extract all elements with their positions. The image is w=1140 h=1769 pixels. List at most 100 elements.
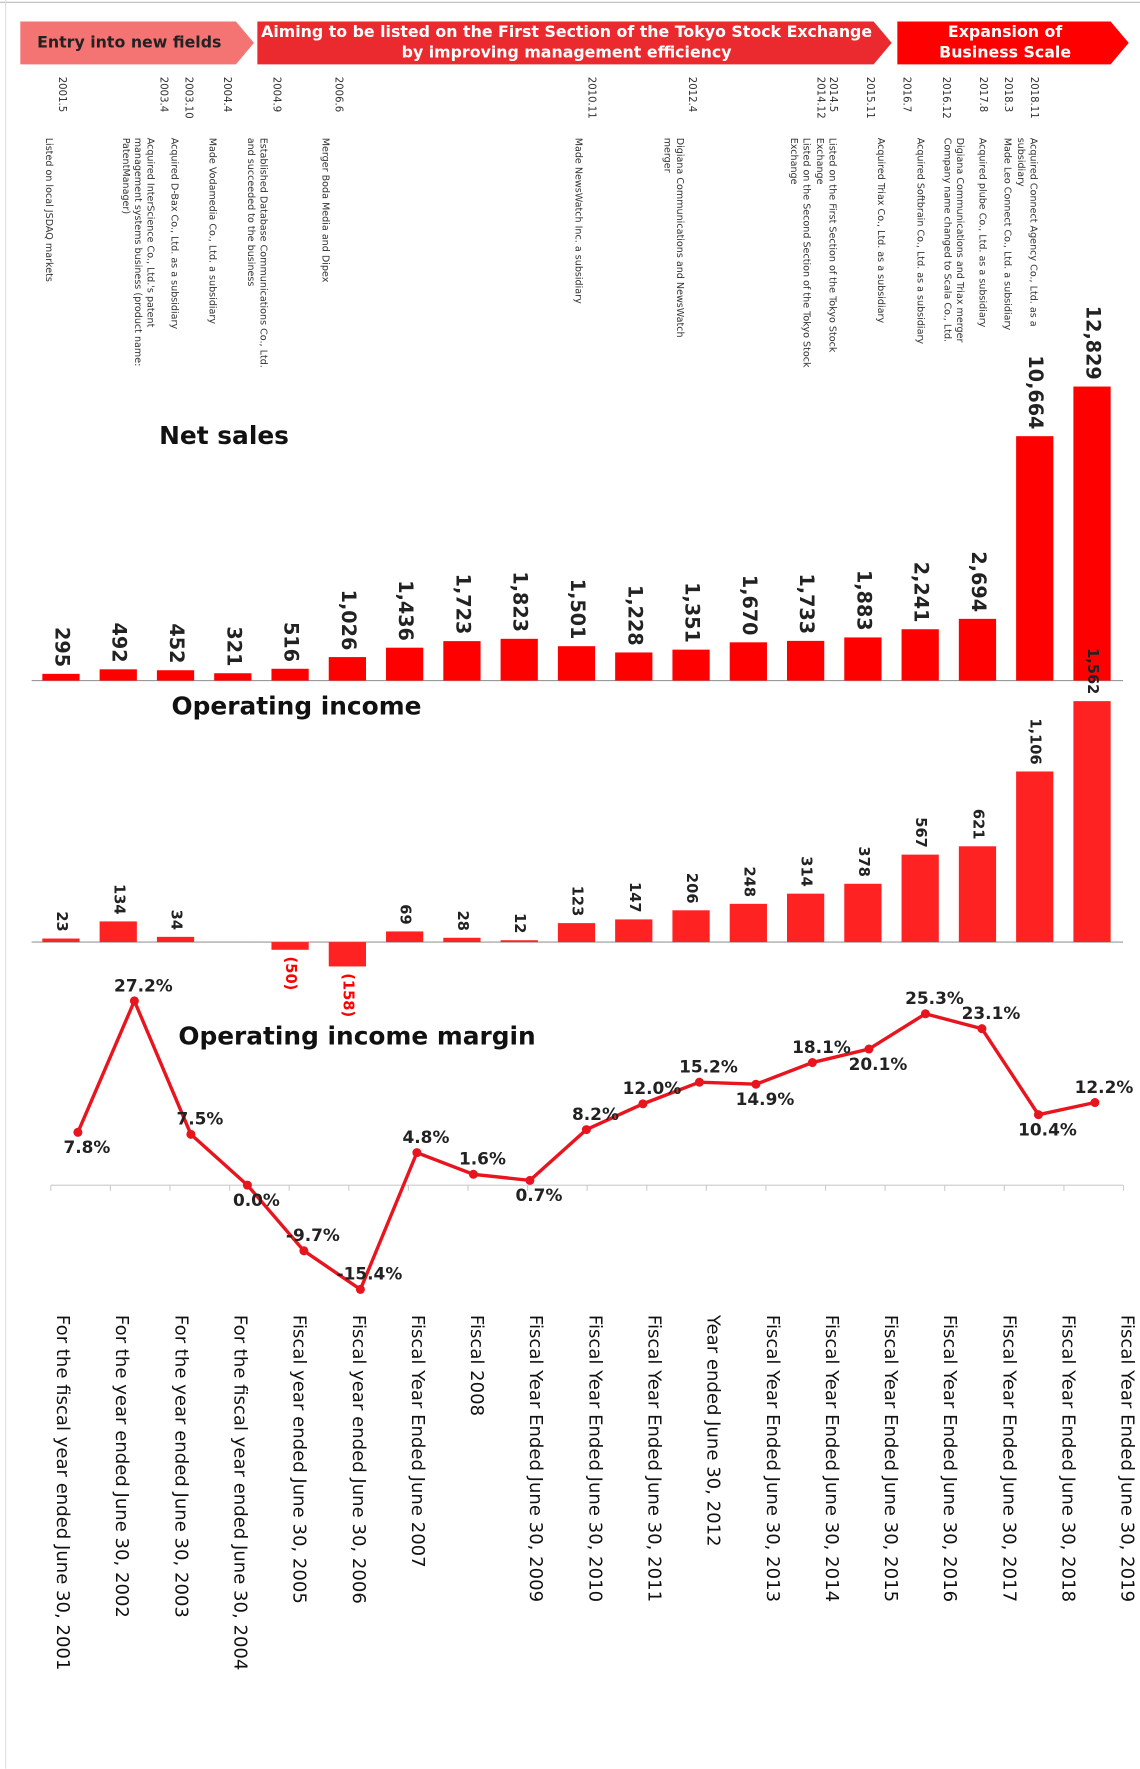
event-date: 2006.6 <box>333 77 344 112</box>
bar <box>500 638 538 681</box>
event-date: 2012.4 <box>686 77 697 112</box>
x-tick-label: Fiscal Year Ended June 30, 2019 <box>1117 1315 1138 1602</box>
event-text: Acquired Softbrain Co., Ltd. as a subsid… <box>914 138 925 345</box>
value-label: (158) <box>339 973 356 1017</box>
event-date: 2018.3 <box>1002 77 1013 112</box>
bar <box>901 854 939 943</box>
value-label: 206 <box>683 873 700 904</box>
margin-point <box>1033 1110 1043 1120</box>
margin-point <box>977 1024 987 1034</box>
event-date: 2003.4 <box>158 77 169 112</box>
margin-point <box>73 1127 83 1137</box>
margin-point <box>807 1058 817 1068</box>
bar <box>443 937 481 943</box>
bar <box>386 647 424 681</box>
event-date: 2014.5 <box>827 77 838 112</box>
value-label: 18.1% <box>792 1037 851 1057</box>
event-date: 2018.11 <box>1028 77 1039 119</box>
value-label: 25.3% <box>905 988 964 1008</box>
value-label: -9.7% <box>286 1225 340 1245</box>
value-label: 134 <box>110 884 127 915</box>
value-label: 2,241 <box>910 562 933 623</box>
value-label: 27.2% <box>114 975 173 995</box>
bar <box>42 673 80 681</box>
event-text: Acquired D-Bax Co., Ltd. as a subsidiary <box>168 138 179 330</box>
x-tick-label: For the fiscal year ended June 30, 2004 <box>230 1315 251 1670</box>
x-tick-label: Fiscal Year Ended June 30, 2011 <box>644 1315 665 1602</box>
value-label: 20.1% <box>849 1054 908 1074</box>
margin-point <box>299 1246 309 1256</box>
bar <box>500 940 538 943</box>
x-tick-label: For the year ended June 30, 2003 <box>170 1315 191 1618</box>
bar <box>328 942 366 967</box>
bar <box>958 846 997 943</box>
bar <box>1016 436 1054 681</box>
event-date: 2015.11 <box>864 77 875 119</box>
value-label: 1,436 <box>394 580 417 641</box>
value-label: 0.7% <box>515 1185 562 1205</box>
margin-point <box>129 996 139 1006</box>
event-text: subsidiary <box>1015 138 1026 187</box>
margin-point <box>1090 1097 1100 1108</box>
bar <box>1073 701 1111 943</box>
value-label: 314 <box>798 856 815 887</box>
value-label: 1,733 <box>795 573 818 634</box>
event-text: merger <box>662 138 673 173</box>
x-tick-label: Fiscal Year Ended June 30, 2010 <box>584 1315 605 1602</box>
x-tick-label: Fiscal Year Ended June 30, 2009 <box>525 1315 546 1602</box>
value-label: 1,106 <box>1027 718 1044 764</box>
margin-point <box>242 1180 252 1190</box>
bar <box>1073 386 1111 681</box>
x-tick-label: For the year ended June 30, 2002 <box>111 1315 132 1618</box>
bar <box>672 649 710 681</box>
value-label: 295 <box>50 627 73 667</box>
banner <box>897 21 1129 65</box>
value-label: 8.2% <box>572 1104 619 1124</box>
value-label: 23 <box>53 911 70 931</box>
event-date: 2004.9 <box>271 77 282 112</box>
value-label: 1,501 <box>566 579 589 640</box>
value-label: 492 <box>108 623 131 663</box>
value-label: 1,670 <box>738 575 761 636</box>
value-label: 0.0% <box>233 1190 280 1210</box>
value-label: 14.9% <box>736 1089 795 1109</box>
event-date: 2010.11 <box>585 77 596 119</box>
event-date: 2014.12 <box>815 77 826 119</box>
value-label: 7.8% <box>63 1137 110 1157</box>
event-text: Made Leo Connect Co., Ltd. a subsidiary <box>1001 138 1012 331</box>
value-label: 1,351 <box>681 582 704 643</box>
bar <box>328 657 366 681</box>
bar <box>156 670 195 681</box>
value-label: 69 <box>397 904 414 924</box>
value-label: 23.1% <box>962 1003 1021 1023</box>
value-label: 621 <box>969 809 986 840</box>
x-tick-label: Fiscal Year Ended June 2007 <box>407 1315 428 1568</box>
event-date: 2004.4 <box>221 77 232 112</box>
bar <box>615 919 653 943</box>
value-label: 12,829 <box>1082 306 1105 380</box>
event-date: 2016.7 <box>900 77 911 112</box>
bar <box>99 669 137 681</box>
value-label: 4.8% <box>402 1127 449 1147</box>
chart-title: Operating income <box>172 692 422 721</box>
event-text: Exchange <box>814 138 825 185</box>
margin-point <box>412 1148 422 1158</box>
margin-point <box>581 1125 591 1135</box>
value-label: 1.6% <box>459 1149 506 1169</box>
margin-point <box>468 1169 478 1179</box>
margin-point <box>186 1129 196 1139</box>
event-text: Acquired Triax Co., Ltd. as a subsidiary <box>875 138 886 324</box>
x-tick-label: Fiscal Year Ended June 30, 2017 <box>998 1315 1019 1602</box>
value-label: 1,026 <box>337 590 360 651</box>
value-label: 567 <box>912 817 929 848</box>
bar <box>271 668 309 681</box>
event-text: Listed on local JSDAQ markets <box>43 138 54 282</box>
event-date: 2016.12 <box>940 77 951 119</box>
event-text: Acquired plube Co., Ltd. as a subsidiary <box>976 138 987 328</box>
x-tick-label: Fiscal Year Ended June 30, 2018 <box>1058 1315 1079 1602</box>
banner <box>20 21 254 65</box>
bar <box>99 921 137 943</box>
event-date: 2001.5 <box>56 77 67 112</box>
banner-text: Entry into new fields <box>37 32 221 51</box>
